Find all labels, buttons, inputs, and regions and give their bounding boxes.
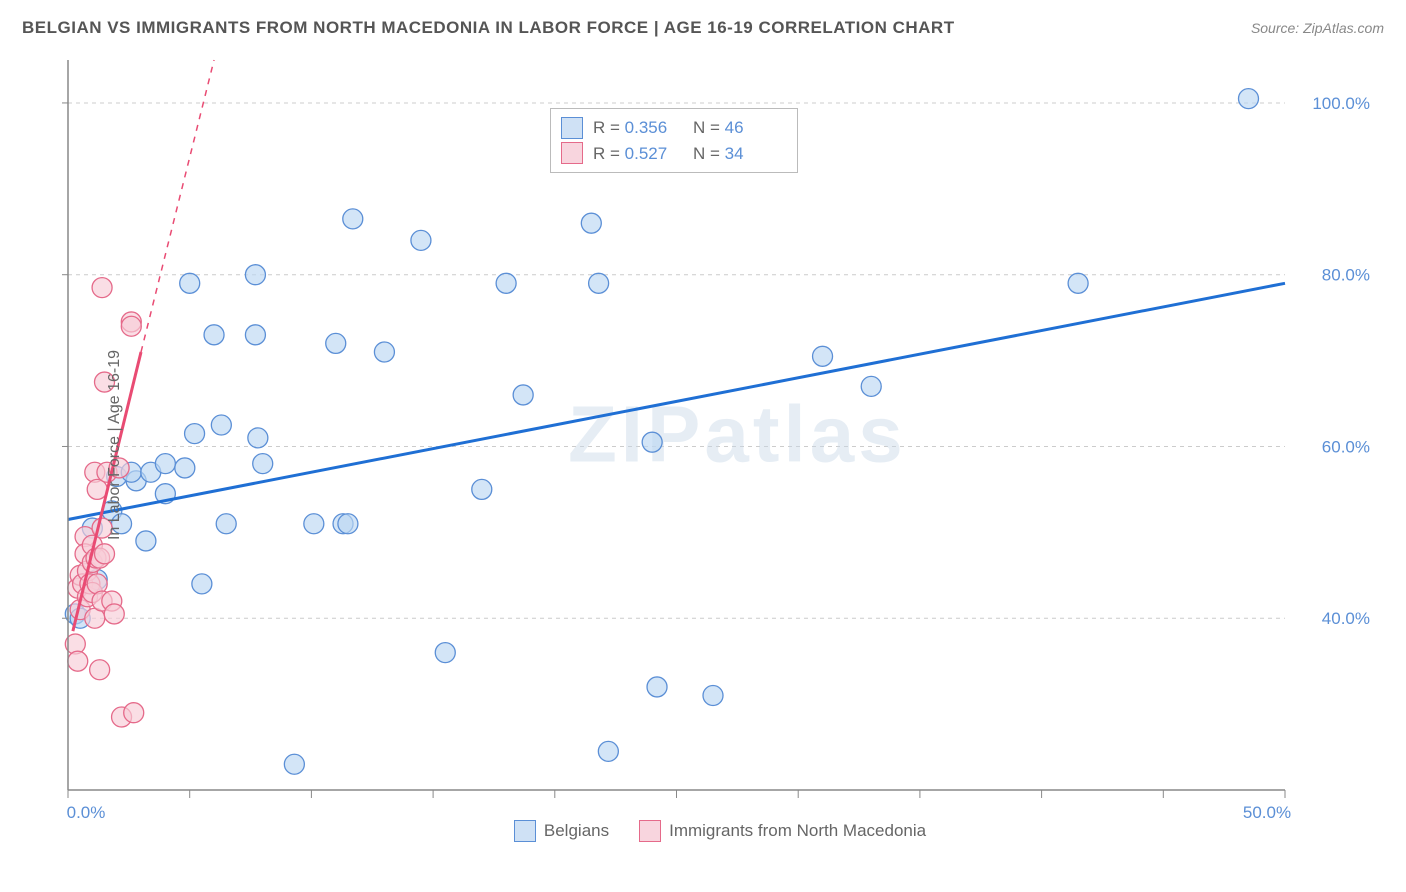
swatch-pink-icon [561, 142, 583, 164]
source-name: ZipAtlas.com [1303, 20, 1384, 36]
svg-text:40.0%: 40.0% [1322, 609, 1370, 628]
r-value: 0.527 [625, 144, 668, 163]
r-label: R = [593, 144, 620, 163]
legend-label: Immigrants from North Macedonia [669, 821, 926, 841]
chart-header: BELGIAN VS IMMIGRANTS FROM NORTH MACEDON… [22, 18, 1384, 38]
svg-text:ZIPatlas: ZIPatlas [568, 390, 907, 479]
r-value: 0.356 [625, 118, 668, 137]
swatch-blue-icon [514, 820, 536, 842]
legend-row-blue: R = 0.356 N = 46 [561, 115, 783, 141]
n-label: N = [693, 144, 720, 163]
r-label: R = [593, 118, 620, 137]
chart-area: In Labor Force | Age 16-19 40.0% 60.0% 80.… [60, 50, 1380, 840]
legend-row-pink: R = 0.527 N = 34 [561, 141, 783, 167]
n-label: N = [693, 118, 720, 137]
source-prefix: Source: [1251, 20, 1303, 36]
svg-text:80.0%: 80.0% [1322, 266, 1370, 285]
legend-item-nmacedonia: Immigrants from North Macedonia [639, 820, 926, 842]
chart-title: BELGIAN VS IMMIGRANTS FROM NORTH MACEDON… [22, 18, 955, 38]
chart-source: Source: ZipAtlas.com [1251, 20, 1384, 36]
series-legend: Belgians Immigrants from North Macedonia [60, 820, 1380, 842]
swatch-blue-icon [561, 117, 583, 139]
swatch-pink-icon [639, 820, 661, 842]
correlation-legend: R = 0.356 N = 46 R = 0.527 N = 34 [550, 108, 798, 173]
y-axis-label: In Labor Force | Age 16-19 [106, 350, 124, 540]
n-value: 34 [725, 144, 744, 163]
n-value: 46 [725, 118, 744, 137]
svg-text:100.0%: 100.0% [1312, 94, 1370, 113]
svg-text:60.0%: 60.0% [1322, 437, 1370, 456]
legend-item-belgians: Belgians [514, 820, 609, 842]
legend-label: Belgians [544, 821, 609, 841]
